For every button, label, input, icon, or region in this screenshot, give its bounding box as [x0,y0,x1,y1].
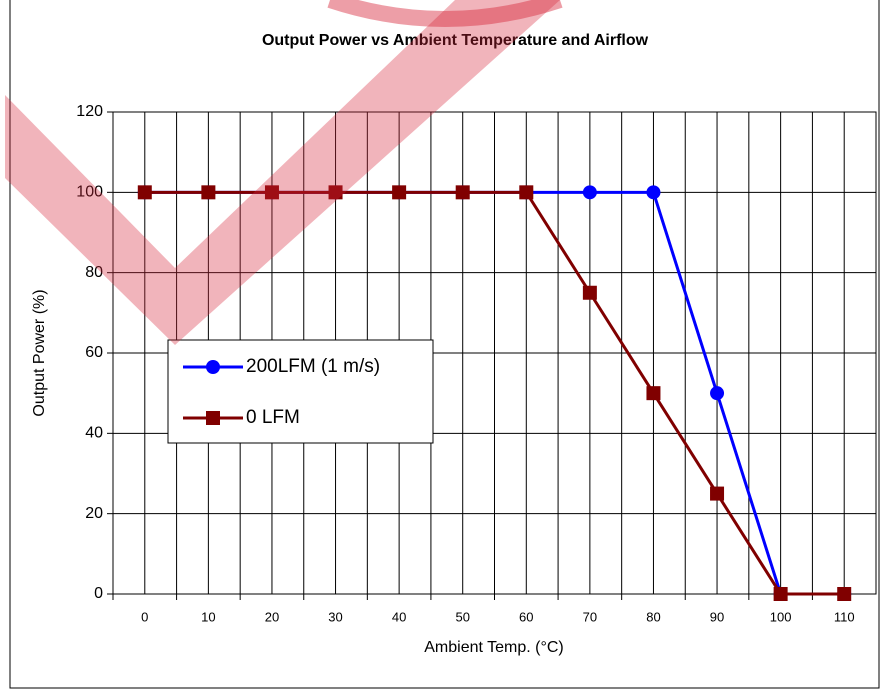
x-tick-label: 80 [646,609,660,624]
marker [455,185,470,200]
chart-frame [9,0,880,689]
y-tick-label: 0 [94,585,103,602]
marker [392,185,407,200]
x-tick-label: 110 [834,609,855,624]
x-tick-label: 0 [141,609,148,624]
legend-box [167,339,434,444]
y-axis-label: Output Power (%) [31,289,48,416]
y-tick-label: 20 [85,505,103,522]
marker [137,185,152,200]
marker [582,285,597,300]
x-tick-label: 90 [710,609,724,624]
y-tick-label: 40 [85,425,103,442]
legend-label: 0 LFM [246,407,300,428]
x-tick-label: 20 [265,609,279,624]
y-tick-label: 100 [76,184,103,201]
legend-label: 200LFM (1 m/s) [246,356,380,377]
watermark-arc [327,0,563,27]
marker [519,185,534,200]
x-axis-label: Ambient Temp. (°C) [424,639,563,656]
marker [646,185,661,200]
marker [710,386,725,401]
marker [773,587,788,601]
plot-border [112,111,877,595]
chart-title: Output Power vs Ambient Temperature and … [262,32,649,49]
x-tick-label: 30 [328,609,342,624]
marker [837,587,852,601]
marker [710,486,725,501]
marker [582,185,597,200]
marker [646,386,661,401]
x-tick-label: 100 [770,609,792,624]
y-tick-label: 60 [85,344,103,361]
marker [328,185,343,200]
legend-marker [206,411,220,425]
y-tick-label: 120 [76,103,103,120]
y-tick-label: 80 [85,264,103,281]
watermark [5,0,560,345]
marker [264,185,279,200]
x-tick-label: 40 [392,609,406,624]
legend-marker [206,360,220,374]
x-tick-label: 50 [455,609,469,624]
x-tick-label: 10 [201,609,215,624]
x-tick-label: 70 [583,609,597,624]
marker [201,185,216,200]
series-line [144,190,845,596]
x-tick-label: 60 [519,609,533,624]
